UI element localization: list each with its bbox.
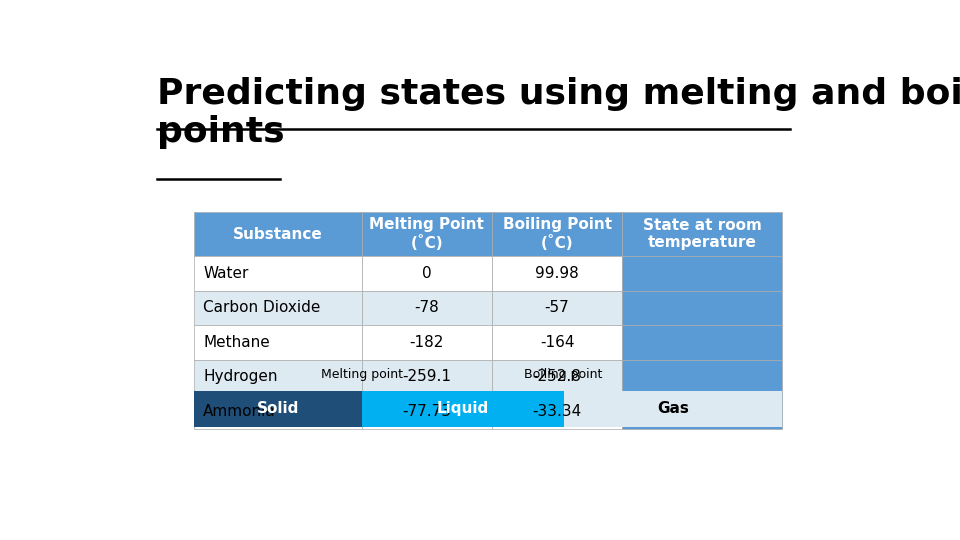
Text: 0: 0: [422, 266, 432, 281]
Bar: [492, 325, 622, 360]
Bar: [194, 291, 362, 325]
Text: -182: -182: [410, 335, 444, 350]
Bar: [362, 325, 492, 360]
Bar: [622, 394, 782, 429]
Bar: [194, 325, 362, 360]
Bar: [194, 394, 362, 429]
Text: Boiling point: Boiling point: [524, 368, 603, 381]
Text: Carbon Dioxide: Carbon Dioxide: [204, 300, 321, 315]
Text: Substance: Substance: [233, 227, 323, 242]
Text: State at room
temperature: State at room temperature: [643, 218, 761, 251]
Text: Methane: Methane: [204, 335, 270, 350]
Bar: [362, 291, 492, 325]
Text: -57: -57: [544, 300, 569, 315]
Bar: [362, 256, 492, 291]
Text: Melting Point
(˚C): Melting Point (˚C): [370, 218, 485, 251]
Bar: [492, 212, 622, 256]
Text: -77.73: -77.73: [402, 404, 451, 419]
Text: Melting point: Melting point: [321, 368, 403, 381]
Text: Solid: Solid: [257, 401, 300, 416]
Text: 99.98: 99.98: [536, 266, 579, 281]
Bar: [492, 291, 622, 325]
Bar: [564, 391, 782, 427]
Text: -252.8: -252.8: [533, 369, 582, 384]
Bar: [492, 394, 622, 429]
Text: Ammonia: Ammonia: [204, 404, 276, 419]
Bar: [622, 360, 782, 394]
Text: Hydrogen: Hydrogen: [204, 369, 277, 384]
Bar: [622, 325, 782, 360]
Text: -259.1: -259.1: [402, 369, 451, 384]
Bar: [492, 256, 622, 291]
Bar: [362, 394, 492, 429]
Text: -164: -164: [540, 335, 574, 350]
Bar: [622, 212, 782, 256]
Bar: [194, 360, 362, 394]
Bar: [362, 360, 492, 394]
Bar: [492, 360, 622, 394]
Bar: [362, 212, 492, 256]
Text: Predicting states using melting and boiling
points: Predicting states using melting and boil…: [157, 77, 960, 150]
Text: -78: -78: [415, 300, 440, 315]
Text: Water: Water: [204, 266, 249, 281]
Text: Liquid: Liquid: [437, 401, 489, 416]
Text: Boiling Point
(˚C): Boiling Point (˚C): [502, 218, 612, 251]
Text: Gas: Gas: [657, 401, 689, 416]
Bar: [622, 256, 782, 291]
Text: -33.34: -33.34: [533, 404, 582, 419]
Bar: [194, 256, 362, 291]
Bar: [194, 212, 362, 256]
Bar: [362, 391, 564, 427]
Bar: [622, 291, 782, 325]
Bar: [194, 391, 362, 427]
